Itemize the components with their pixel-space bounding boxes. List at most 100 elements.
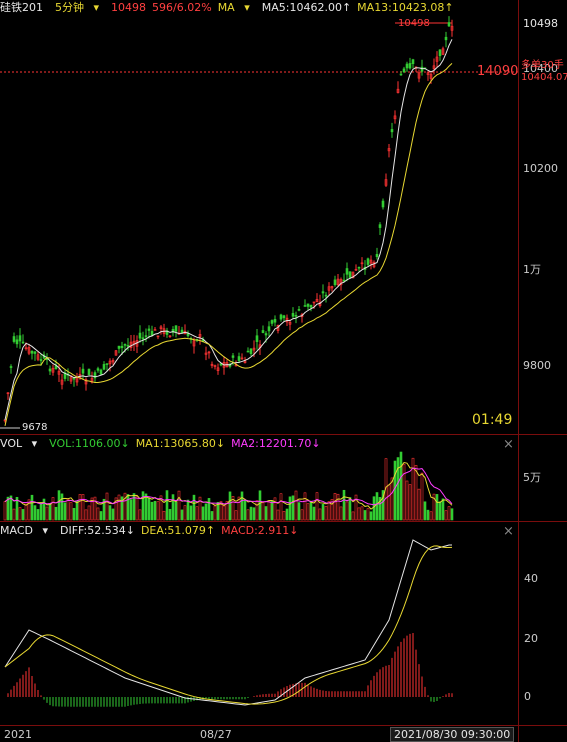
volume-bar	[27, 499, 31, 521]
axis-volume-50k: 5万	[523, 471, 541, 484]
period-dropdown[interactable]: 5分钟 ▾	[55, 1, 105, 14]
candle-body	[159, 326, 163, 330]
volume-bar	[246, 509, 250, 521]
volume-bar	[309, 501, 313, 521]
candle-body	[111, 360, 115, 363]
dropdown-icon: ▾	[28, 437, 38, 450]
volume-bar	[234, 510, 238, 521]
candle-body	[252, 347, 256, 351]
volume-bar	[288, 496, 292, 521]
close-icon[interactable]: ×	[503, 437, 514, 452]
close-icon[interactable]: ×	[503, 524, 514, 539]
candle-body	[261, 330, 265, 333]
candle-body	[24, 347, 28, 350]
volume-bar	[285, 508, 289, 521]
volume-bar	[294, 490, 298, 521]
volume-bar	[192, 494, 196, 521]
ma13-value: MA13:10423.08↑	[357, 1, 454, 14]
candle-body	[435, 56, 439, 62]
symbol-dropdown[interactable]: 硅铁201	[0, 1, 49, 14]
candle-body	[408, 63, 412, 69]
macd-diff: DIFF:52.534↓	[60, 524, 135, 537]
candle-body	[369, 259, 373, 264]
axis-price-10400: 10400	[523, 62, 558, 75]
candle-body	[39, 359, 43, 361]
macd-indicator-dropdown[interactable]: MACD ▾	[0, 524, 54, 537]
candle-body	[405, 63, 409, 69]
volume-bar	[195, 506, 199, 521]
volume-bar	[261, 502, 265, 521]
volume-bar	[399, 451, 403, 521]
candle-body	[438, 49, 442, 57]
volume-bar	[405, 480, 409, 521]
candle-body	[243, 360, 247, 364]
candle-body	[96, 368, 100, 371]
pane-divider-price-volume	[0, 434, 567, 435]
candle-body	[213, 365, 217, 367]
volume-bar	[372, 496, 376, 521]
candle-body	[51, 367, 55, 373]
volume-bar	[75, 500, 79, 521]
volume-label: VOL	[0, 437, 23, 450]
volume-bar	[66, 498, 70, 521]
volume-bar	[93, 496, 97, 521]
volume-bar	[303, 492, 307, 521]
volume-bar	[381, 490, 385, 521]
volume-bar	[162, 510, 166, 521]
volume-bar	[132, 493, 136, 521]
volume-bar	[291, 495, 295, 521]
ma5-line	[4, 39, 453, 421]
candle-body	[156, 335, 160, 338]
candle-body	[9, 366, 13, 368]
candle-body	[123, 344, 127, 346]
volume-bar	[387, 484, 391, 521]
candle-body	[294, 315, 298, 317]
volume-indicator-dropdown[interactable]: VOL ▾	[0, 437, 43, 450]
axis-macd-0: 0	[524, 690, 531, 703]
candle-body	[21, 341, 25, 344]
candle-body	[93, 372, 97, 379]
candle-body	[348, 271, 352, 278]
volume-ma2: MA2:12201.70↓	[231, 437, 321, 450]
volume-bar	[255, 500, 259, 521]
candle-body	[99, 369, 103, 375]
candle-body	[342, 279, 346, 282]
volume-bar	[351, 511, 355, 521]
ma-dropdown[interactable]: MA ▾	[218, 1, 256, 14]
volume-bar	[114, 497, 118, 521]
volume-bar	[348, 497, 352, 521]
volume-bar	[210, 511, 214, 521]
candle-body	[441, 48, 445, 55]
volume-bar	[363, 510, 367, 521]
volume-bar	[435, 494, 439, 521]
candle-body	[279, 314, 283, 320]
position-label: 多单30手	[521, 60, 564, 71]
candle-body	[387, 148, 391, 152]
candle-body	[171, 329, 175, 333]
volume-bar	[447, 506, 451, 521]
dropdown-icon: ▾	[90, 1, 100, 14]
volume-bar	[327, 501, 331, 521]
volume-bar	[144, 493, 148, 521]
candle-body	[18, 335, 22, 342]
candle-body	[12, 336, 16, 342]
volume-bar	[207, 498, 211, 521]
volume-bar	[105, 492, 109, 521]
candle-body	[192, 340, 196, 347]
volume-bar	[36, 509, 40, 521]
ma13-line	[4, 62, 453, 427]
candle-body	[360, 262, 364, 265]
volume-bar	[264, 506, 268, 521]
volume-bar	[342, 489, 346, 521]
volume-bar	[324, 505, 328, 521]
volume-bar	[333, 492, 337, 521]
volume-bar	[126, 494, 130, 521]
volume-bar	[48, 503, 52, 521]
volume-bar	[450, 508, 454, 521]
volume-bar	[153, 500, 157, 521]
volume-bar	[249, 506, 253, 521]
volume-bar	[174, 501, 178, 521]
candle-body	[210, 363, 214, 366]
volume-bar	[426, 509, 430, 521]
